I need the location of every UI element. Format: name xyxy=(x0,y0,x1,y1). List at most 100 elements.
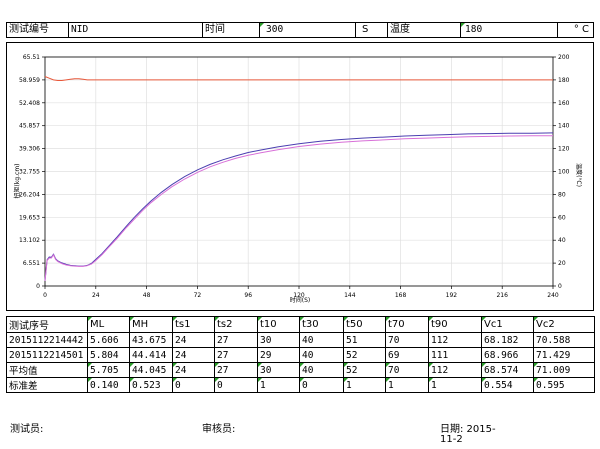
value-cell: 68.574 xyxy=(481,362,534,378)
value-cell: 70.588 xyxy=(533,332,595,348)
value-cell: 30 xyxy=(257,362,300,378)
cell-marker-icon xyxy=(300,363,304,367)
value-cell: 1 xyxy=(385,377,429,393)
cell-marker-icon xyxy=(130,378,134,382)
value-cell: 71.429 xyxy=(533,347,595,363)
y-left-tick-label: 58.959 xyxy=(19,77,40,84)
value-cell: 0.554 xyxy=(481,377,534,393)
value-cell: 27 xyxy=(214,347,258,363)
cell-marker-icon xyxy=(429,378,433,382)
series-line-1 xyxy=(44,135,553,281)
cell-marker-icon xyxy=(130,363,134,367)
header-bar: 测试编号 NID 时间 300 S 温度 180 ° C xyxy=(6,22,594,38)
x-tick-label: 0 xyxy=(43,292,47,299)
value-cell: 111 xyxy=(428,347,482,363)
value-cell: 43.675 xyxy=(129,332,173,348)
cell-marker-icon xyxy=(534,363,538,367)
cell-marker-icon xyxy=(386,378,390,382)
value-cell: 0.595 xyxy=(533,377,595,393)
y-right-tick-label: 80 xyxy=(558,191,566,198)
cell-marker-icon xyxy=(88,363,92,367)
header-cell-4: ts2 xyxy=(214,316,258,333)
cell-marker-icon xyxy=(88,378,92,382)
value-cell: 30 xyxy=(257,332,300,348)
cell-marker-icon xyxy=(344,363,348,367)
y-right-tick-label: 0 xyxy=(558,283,562,290)
header-cell-2: MH xyxy=(129,316,173,333)
y-left-tick-label: 65.51 xyxy=(23,54,40,61)
header-cell-9: t90 xyxy=(428,316,482,333)
y-right-axis-label: 温度(°C) xyxy=(575,163,583,187)
header-cell-3: ts1 xyxy=(172,316,215,333)
value-cell: 68.966 xyxy=(481,347,534,363)
row-label-cell: 2015112214442 xyxy=(6,332,88,348)
value-cell: 40 xyxy=(299,347,344,363)
value-cell: 24 xyxy=(172,347,215,363)
table-row: 2015112214501 5.804 44.414 24 27 29 40 52 69 111 6… xyxy=(6,347,595,363)
cure-curve-chart: 0 24 48 72 96 120 144 168 192 216 240 0 0 6.551 20 13.1… xyxy=(6,42,594,311)
value-cell: 71.009 xyxy=(533,362,595,378)
x-tick-label: 168 xyxy=(395,292,407,299)
y-left-tick-label: 39.306 xyxy=(19,146,40,153)
test-no-label: 测试编号 xyxy=(7,23,69,37)
header-cell-7: t50 xyxy=(343,316,386,333)
value-cell: 68.182 xyxy=(481,332,534,348)
cell-marker-icon xyxy=(130,317,134,321)
cell-marker-icon xyxy=(344,317,348,321)
y-right-tick-label: 200 xyxy=(558,54,570,61)
cell-marker-icon xyxy=(482,363,486,367)
cell-marker-icon xyxy=(215,378,219,382)
temp-unit: ° C xyxy=(573,24,589,35)
y-left-tick-label: 6.551 xyxy=(23,260,40,267)
tester-label: 测试员: xyxy=(10,424,44,435)
value-cell: 24 xyxy=(172,332,215,348)
value-cell: 70 xyxy=(385,332,429,348)
header-cell-0: 测试序号 xyxy=(6,316,88,333)
cell-marker-icon xyxy=(300,317,304,321)
cell-marker-icon xyxy=(429,317,433,321)
time-label: 时间 xyxy=(203,23,260,37)
row-label-cell: 2015112214501 xyxy=(6,347,88,363)
header-cell-10: Vc1 xyxy=(481,316,534,333)
y-left-tick-label: 0 xyxy=(36,283,40,290)
cell-marker-icon xyxy=(258,363,262,367)
cell-marker-icon xyxy=(482,378,486,382)
test-no-value[interactable]: NID xyxy=(69,23,203,37)
value-cell: 1 xyxy=(257,377,300,393)
y-right-tick-label: 120 xyxy=(558,146,570,153)
header-cell-11: Vc2 xyxy=(533,316,595,333)
header-cell-5: t10 xyxy=(257,316,300,333)
value-cell: 29 xyxy=(257,347,300,363)
cell-marker-icon xyxy=(534,378,538,382)
y-right-tick-label: 100 xyxy=(558,169,570,176)
time-marker-icon xyxy=(260,23,264,27)
x-tick-label: 72 xyxy=(194,292,202,299)
value-cell: 69 xyxy=(385,347,429,363)
row-label-cell: 平均值 xyxy=(6,362,88,378)
x-tick-label: 24 xyxy=(92,292,100,299)
time-value[interactable]: 300 xyxy=(260,23,356,37)
row-label-cell: 标准差 xyxy=(6,377,88,393)
table-row: 2015112214442 5.606 43.675 24 27 30 40 51 70 112 6… xyxy=(6,332,595,348)
value-cell: 112 xyxy=(428,332,482,348)
temp-value[interactable]: 180 xyxy=(461,23,558,37)
series-line-0 xyxy=(44,132,554,281)
value-cell: 44.414 xyxy=(129,347,173,363)
value-cell: 0.523 xyxy=(129,377,173,393)
y-right-tick-label: 40 xyxy=(558,237,566,244)
value-cell: 27 xyxy=(214,362,258,378)
cell-marker-icon xyxy=(88,317,92,321)
y-right-tick-label: 140 xyxy=(558,123,570,130)
temp-label: 温度 xyxy=(388,23,461,37)
value-cell: 0 xyxy=(214,377,258,393)
y-left-tick-label: 26.204 xyxy=(19,191,40,198)
cell-marker-icon xyxy=(534,317,538,321)
cell-marker-icon xyxy=(173,363,177,367)
header-cell-6: t30 xyxy=(299,316,344,333)
results-table: 测试序号 ML MH ts1 ts2 t10 t30 t50 t70 t90 Vc1 Vc2 20151… xyxy=(6,316,595,393)
y-right-tick-label: 20 xyxy=(558,260,566,267)
time-unit: S xyxy=(356,23,388,37)
value-cell: 0.140 xyxy=(87,377,130,393)
cell-marker-icon xyxy=(482,317,486,321)
